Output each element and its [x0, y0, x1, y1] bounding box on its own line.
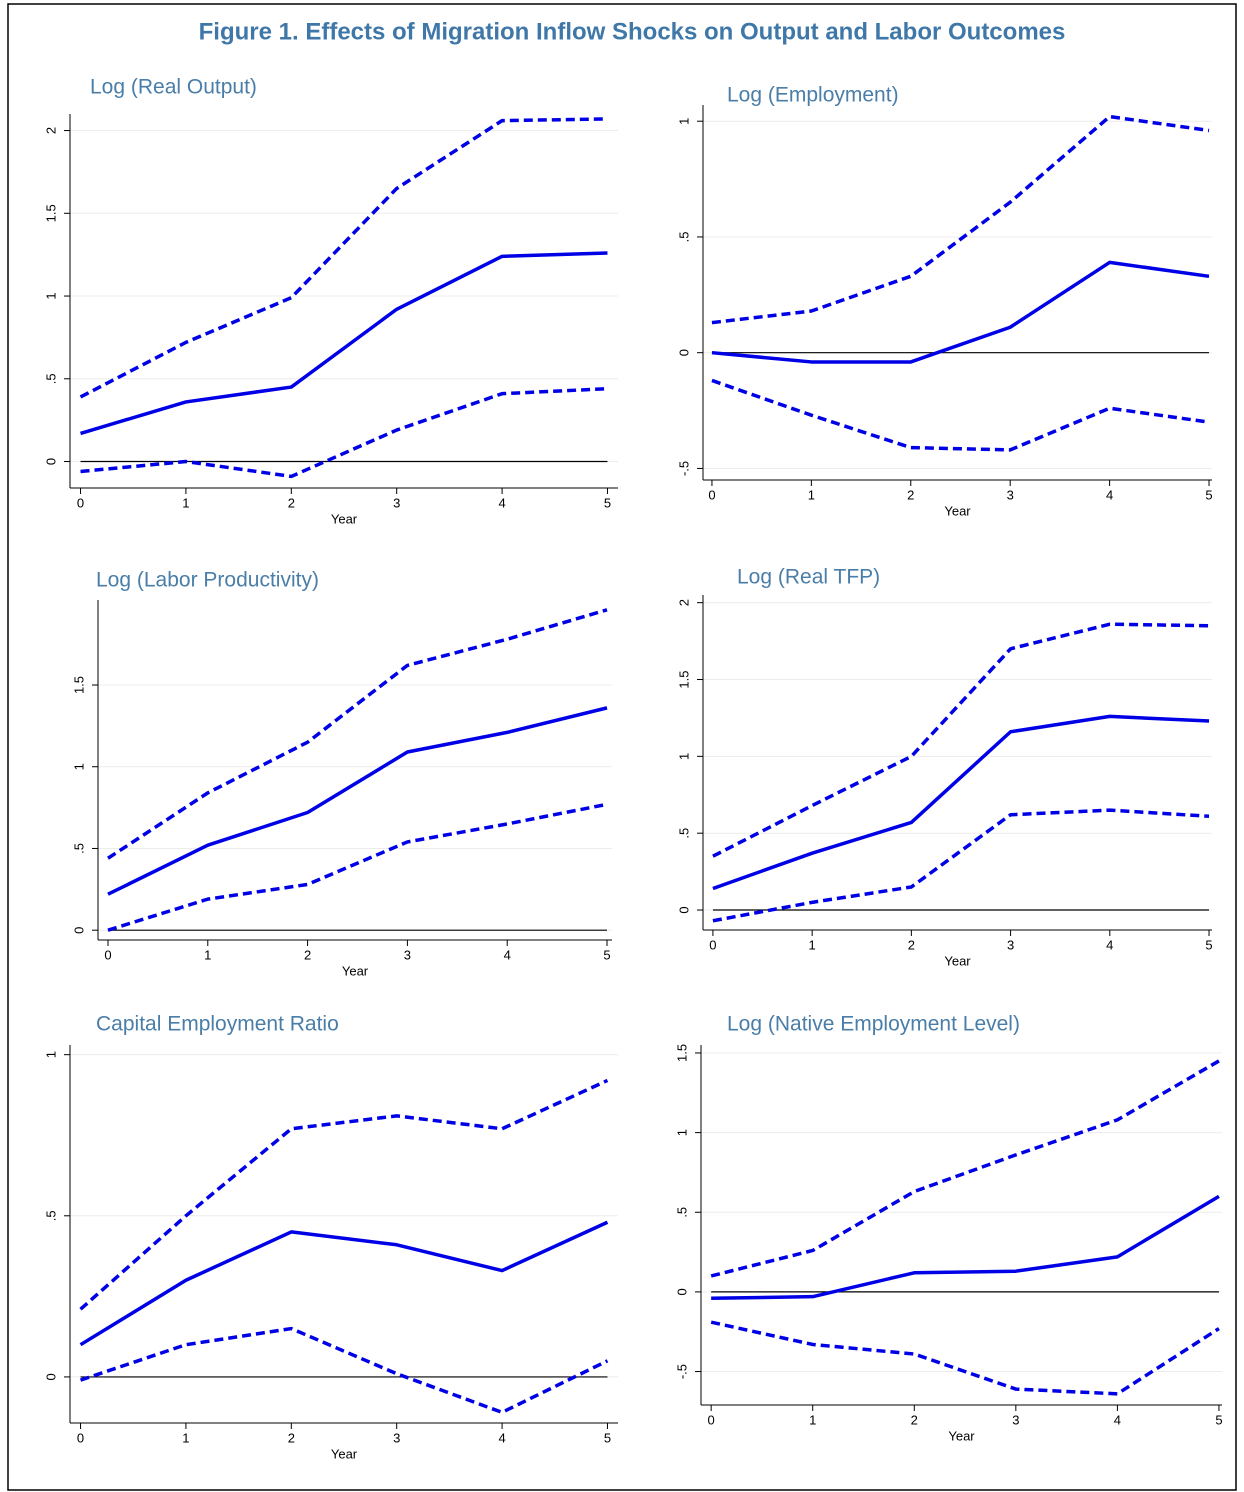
y-tick-label: 2 — [676, 599, 691, 606]
y-tick-label: 0 — [43, 458, 58, 465]
x-tick-label: 4 — [498, 495, 505, 510]
x-tick-label: 2 — [907, 487, 914, 502]
confidence-band-line — [107, 608, 608, 860]
x-tick-label: 1 — [809, 1412, 816, 1427]
y-tick-label: .5 — [71, 843, 86, 854]
y-tick-label: 1.5 — [674, 1044, 689, 1062]
x-tick-label: 1 — [182, 1430, 189, 1445]
confidence-band-line — [107, 802, 608, 932]
confidence-band-line — [712, 808, 1210, 923]
y-tick-label: .5 — [676, 232, 691, 243]
confidence-band-line — [711, 378, 1210, 452]
x-tick-label: 3 — [393, 1430, 400, 1445]
x-tick-label: 3 — [404, 947, 411, 962]
x-tick-label: 4 — [1106, 487, 1113, 502]
x-axis-label: Year — [948, 1428, 975, 1443]
x-tick-label: 4 — [504, 947, 511, 962]
y-tick-label: 1 — [71, 763, 86, 770]
figure-border — [7, 3, 1237, 1491]
x-tick-label: 4 — [498, 1430, 505, 1445]
y-tick-label: .5 — [43, 373, 58, 384]
y-tick-label: 1 — [43, 292, 58, 299]
x-tick-label: 2 — [288, 1430, 295, 1445]
x-tick-label: 2 — [288, 495, 295, 510]
x-tick-label: 1 — [809, 937, 816, 952]
estimate-line — [107, 706, 608, 896]
panel-title: Log (Employment) — [727, 84, 899, 107]
x-tick-label: 5 — [1205, 937, 1212, 952]
x-axis-label: Year — [331, 511, 358, 526]
panel-title: Log (Native Employment Level) — [727, 1013, 1020, 1036]
y-tick-label: 2 — [43, 127, 58, 134]
x-tick-label: 3 — [1012, 1412, 1019, 1427]
y-tick-label: 0 — [676, 349, 691, 356]
x-tick-label: 0 — [104, 947, 111, 962]
estimate-line — [711, 260, 1210, 364]
x-tick-label: 0 — [708, 1412, 715, 1427]
confidence-band-line — [711, 114, 1210, 325]
x-tick-label: 1 — [204, 947, 211, 962]
y-tick-label: -.5 — [674, 1364, 689, 1379]
y-tick-label: 1 — [676, 753, 691, 760]
estimate-line — [711, 1194, 1220, 1301]
x-tick-label: 3 — [1007, 937, 1014, 952]
y-tick-label: 0 — [43, 1373, 58, 1380]
y-tick-label: 1 — [674, 1129, 689, 1136]
confidence-band-line — [79, 1326, 609, 1415]
x-tick-label: 0 — [708, 487, 715, 502]
x-tick-label: 5 — [604, 1430, 611, 1445]
x-tick-label: 3 — [393, 495, 400, 510]
confidence-band-line — [710, 1059, 1220, 1278]
x-tick-label: 1 — [182, 495, 189, 510]
panel-title: Log (Real Output) — [90, 76, 257, 99]
x-tick-label: 4 — [1114, 1412, 1121, 1427]
y-tick-label: 1.5 — [71, 676, 86, 694]
x-tick-label: 1 — [808, 487, 815, 502]
x-tick-label: 0 — [709, 937, 716, 952]
confidence-band-line — [80, 386, 608, 479]
x-axis-label: Year — [331, 1446, 358, 1461]
y-tick-label: 1 — [676, 118, 691, 125]
y-tick-label: .5 — [676, 828, 691, 839]
x-tick-label: 0 — [77, 1430, 84, 1445]
panel-title: Capital Employment Ratio — [96, 1013, 339, 1036]
y-tick-label: .5 — [674, 1207, 689, 1218]
x-tick-label: 0 — [77, 495, 84, 510]
y-tick-label: 0 — [71, 927, 86, 934]
y-tick-label: -.5 — [676, 461, 691, 476]
confidence-band-line — [79, 1078, 609, 1311]
x-axis-label: Year — [342, 963, 369, 978]
x-axis-label: Year — [944, 953, 971, 968]
estimate-line — [80, 251, 608, 436]
estimate-line — [712, 714, 1210, 891]
x-tick-label: 5 — [1205, 487, 1212, 502]
y-tick-label: 0 — [674, 1288, 689, 1295]
y-tick-label: 0 — [676, 906, 691, 913]
x-tick-label: 2 — [304, 947, 311, 962]
figure-title: Figure 1. Effects of Migration Inflow Sh… — [199, 18, 1066, 45]
panel-title: Log (Labor Productivity) — [96, 569, 319, 592]
y-tick-label: 1 — [43, 1051, 58, 1058]
confidence-band-line — [712, 622, 1210, 858]
x-tick-label: 3 — [1007, 487, 1014, 502]
x-tick-label: 5 — [1215, 1412, 1222, 1427]
y-tick-label: 1.5 — [676, 670, 691, 688]
y-tick-label: 1.5 — [43, 204, 58, 222]
estimate-line — [79, 1220, 609, 1347]
x-tick-label: 5 — [603, 947, 610, 962]
x-tick-label: 2 — [908, 937, 915, 952]
confidence-band-line — [79, 117, 608, 399]
x-tick-label: 4 — [1106, 937, 1113, 952]
confidence-band-line — [710, 1320, 1220, 1396]
y-tick-label: .5 — [43, 1210, 58, 1221]
panel-title: Log (Real TFP) — [737, 566, 880, 589]
x-tick-label: 5 — [604, 495, 611, 510]
x-tick-label: 2 — [911, 1412, 918, 1427]
x-axis-label: Year — [944, 503, 971, 518]
